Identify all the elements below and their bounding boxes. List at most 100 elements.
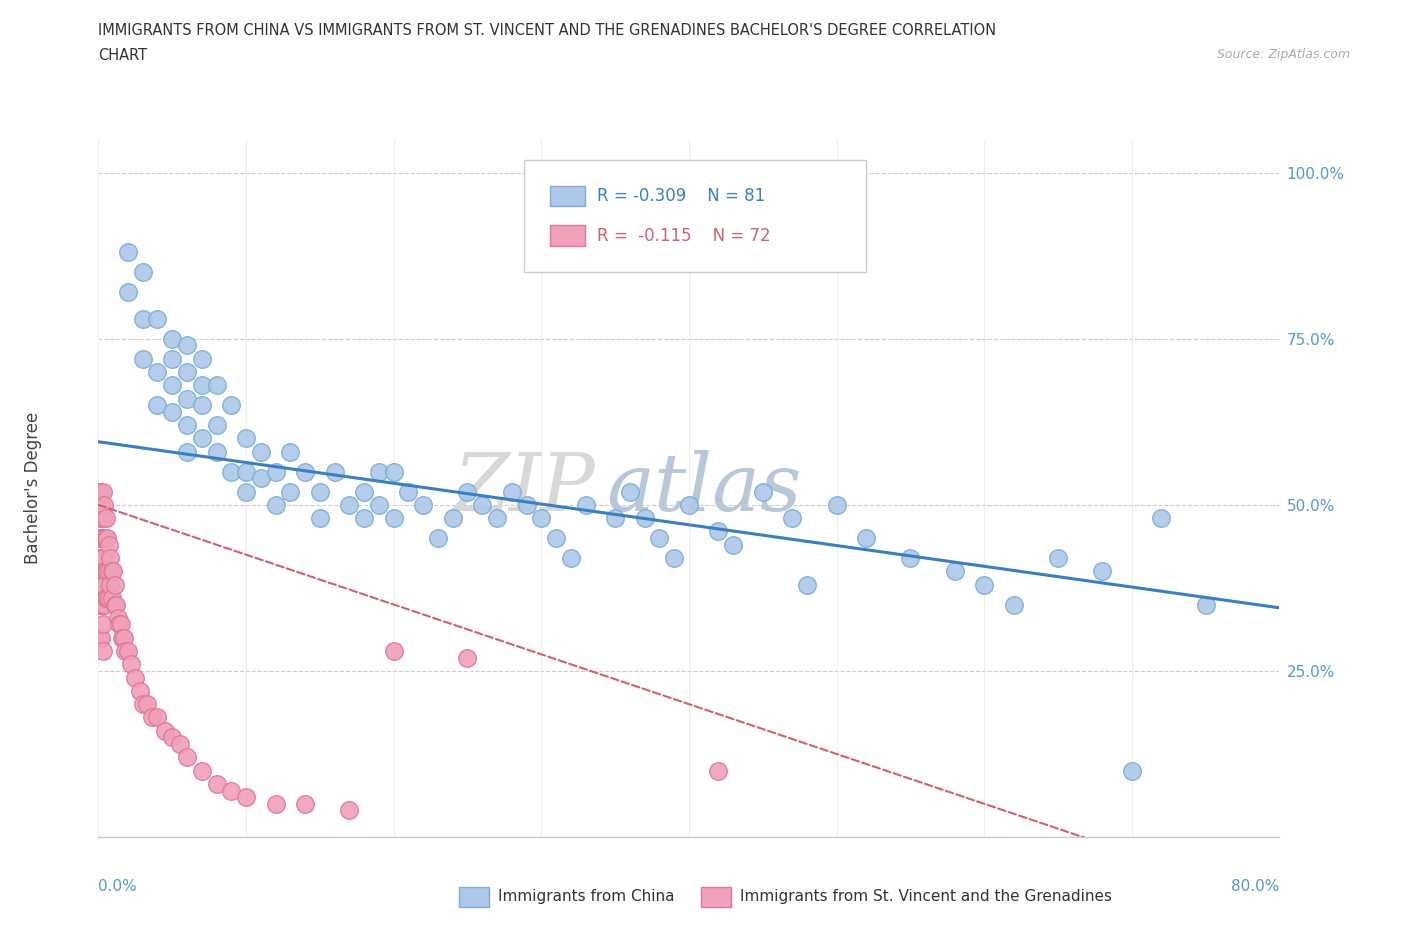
Point	[205, 418, 228, 432]
Point	[219, 464, 242, 479]
Point	[1121, 764, 1143, 778]
FancyBboxPatch shape	[700, 887, 731, 907]
Point	[91, 485, 114, 499]
Point	[264, 796, 287, 811]
Point	[146, 365, 169, 379]
Point	[153, 724, 176, 738]
Text: 80.0%: 80.0%	[1232, 879, 1279, 894]
Point	[141, 710, 163, 724]
Point	[94, 564, 117, 578]
Text: CHART: CHART	[98, 48, 148, 63]
Point	[441, 511, 464, 525]
Point	[339, 803, 360, 817]
Point	[176, 338, 198, 352]
Point	[235, 431, 257, 445]
Point	[633, 511, 655, 525]
Point	[89, 485, 111, 499]
Point	[91, 617, 114, 631]
FancyBboxPatch shape	[550, 225, 585, 246]
Point	[191, 378, 214, 392]
Point	[97, 538, 120, 552]
Point	[546, 531, 568, 546]
Point	[574, 498, 596, 512]
Point	[112, 631, 135, 645]
Point	[309, 485, 332, 499]
Point	[707, 524, 730, 538]
Point	[93, 498, 115, 512]
Point	[486, 511, 509, 525]
Point	[782, 511, 804, 525]
Point	[382, 644, 405, 658]
Point	[94, 591, 117, 605]
Point	[427, 531, 450, 546]
Point	[219, 398, 242, 413]
Point	[368, 498, 391, 512]
Point	[605, 511, 627, 525]
Point	[900, 551, 922, 565]
Point	[751, 485, 773, 499]
Point	[91, 551, 114, 565]
Point	[678, 498, 700, 512]
Point	[176, 445, 198, 459]
Text: Source: ZipAtlas.com: Source: ZipAtlas.com	[1216, 48, 1350, 61]
Text: atlas: atlas	[606, 449, 801, 527]
Point	[162, 730, 183, 745]
Point	[146, 398, 169, 413]
Point	[89, 631, 111, 645]
Point	[1091, 564, 1114, 578]
Point	[264, 464, 287, 479]
Point	[176, 418, 198, 432]
Point	[89, 551, 111, 565]
Point	[89, 531, 111, 546]
Point	[235, 485, 257, 499]
Point	[89, 597, 111, 612]
Point	[96, 531, 118, 546]
Point	[235, 464, 257, 479]
Text: Immigrants from St. Vincent and the Grenadines: Immigrants from St. Vincent and the Gren…	[740, 889, 1112, 905]
Point	[796, 578, 818, 592]
Point	[382, 464, 405, 479]
Point	[294, 464, 316, 479]
Text: R = -0.309    N = 81: R = -0.309 N = 81	[596, 187, 765, 205]
Point	[91, 644, 114, 658]
Point	[664, 551, 686, 565]
Point	[943, 564, 966, 578]
Point	[91, 578, 114, 592]
Point	[264, 498, 287, 512]
Point	[825, 498, 848, 512]
Point	[205, 378, 228, 392]
Point	[973, 578, 995, 592]
Point	[94, 531, 117, 546]
Point	[103, 564, 125, 578]
Text: Immigrants from China: Immigrants from China	[498, 889, 673, 905]
Point	[117, 644, 139, 658]
Point	[176, 750, 198, 764]
Point	[471, 498, 494, 512]
Point	[132, 265, 155, 280]
Text: IMMIGRANTS FROM CHINA VS IMMIGRANTS FROM ST. VINCENT AND THE GRENADINES BACHELOR: IMMIGRANTS FROM CHINA VS IMMIGRANTS FROM…	[98, 23, 997, 38]
Point	[205, 445, 228, 459]
FancyBboxPatch shape	[550, 186, 585, 206]
Point	[146, 312, 169, 326]
Point	[368, 464, 391, 479]
Point	[250, 445, 273, 459]
Point	[169, 737, 191, 751]
Point	[162, 352, 183, 366]
Point	[1150, 511, 1173, 525]
Point	[117, 285, 139, 299]
Point	[90, 631, 112, 645]
Point	[456, 485, 478, 499]
Point	[94, 511, 117, 525]
Point	[108, 617, 131, 631]
Point	[96, 591, 118, 605]
FancyBboxPatch shape	[523, 161, 866, 272]
Point	[93, 564, 115, 578]
Point	[1002, 597, 1025, 612]
Point	[278, 445, 302, 459]
Point	[100, 564, 122, 578]
Point	[146, 710, 169, 724]
Point	[250, 471, 273, 485]
Point	[1046, 551, 1069, 565]
FancyBboxPatch shape	[458, 887, 489, 907]
Point	[93, 597, 115, 612]
